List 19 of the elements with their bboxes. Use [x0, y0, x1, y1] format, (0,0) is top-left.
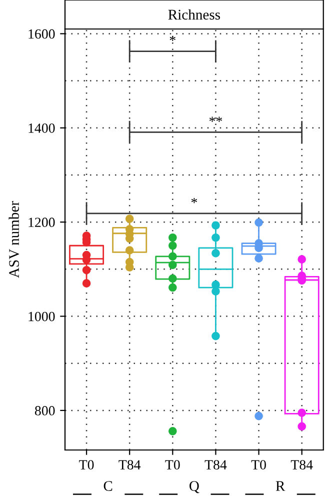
x-axis-title: C	[104, 481, 112, 491]
x-tick-label: T84	[204, 460, 227, 470]
y-tick-label: 1600	[28, 29, 55, 39]
y-axis-title: ASV number	[8, 201, 20, 278]
x-axis-title: Q	[190, 481, 200, 494]
x-axis-title: R	[276, 481, 286, 491]
x-tick-label: T0	[251, 460, 266, 470]
chart-title: Richness	[168, 9, 220, 20]
y-tick-label: 1400	[28, 123, 55, 133]
y-tick-label: 1200	[28, 218, 55, 228]
x-tick-label: T0	[79, 460, 94, 470]
x-tick-label: T84	[290, 460, 313, 470]
x-tick-label: T0	[165, 460, 180, 470]
annotation: *	[170, 36, 176, 41]
y-tick-label: 1000	[28, 312, 55, 322]
x-tick-label: T84	[118, 460, 141, 470]
y-tick-label: 800	[34, 406, 55, 416]
annotation: **	[209, 116, 222, 122]
annotation: *	[191, 198, 197, 204]
